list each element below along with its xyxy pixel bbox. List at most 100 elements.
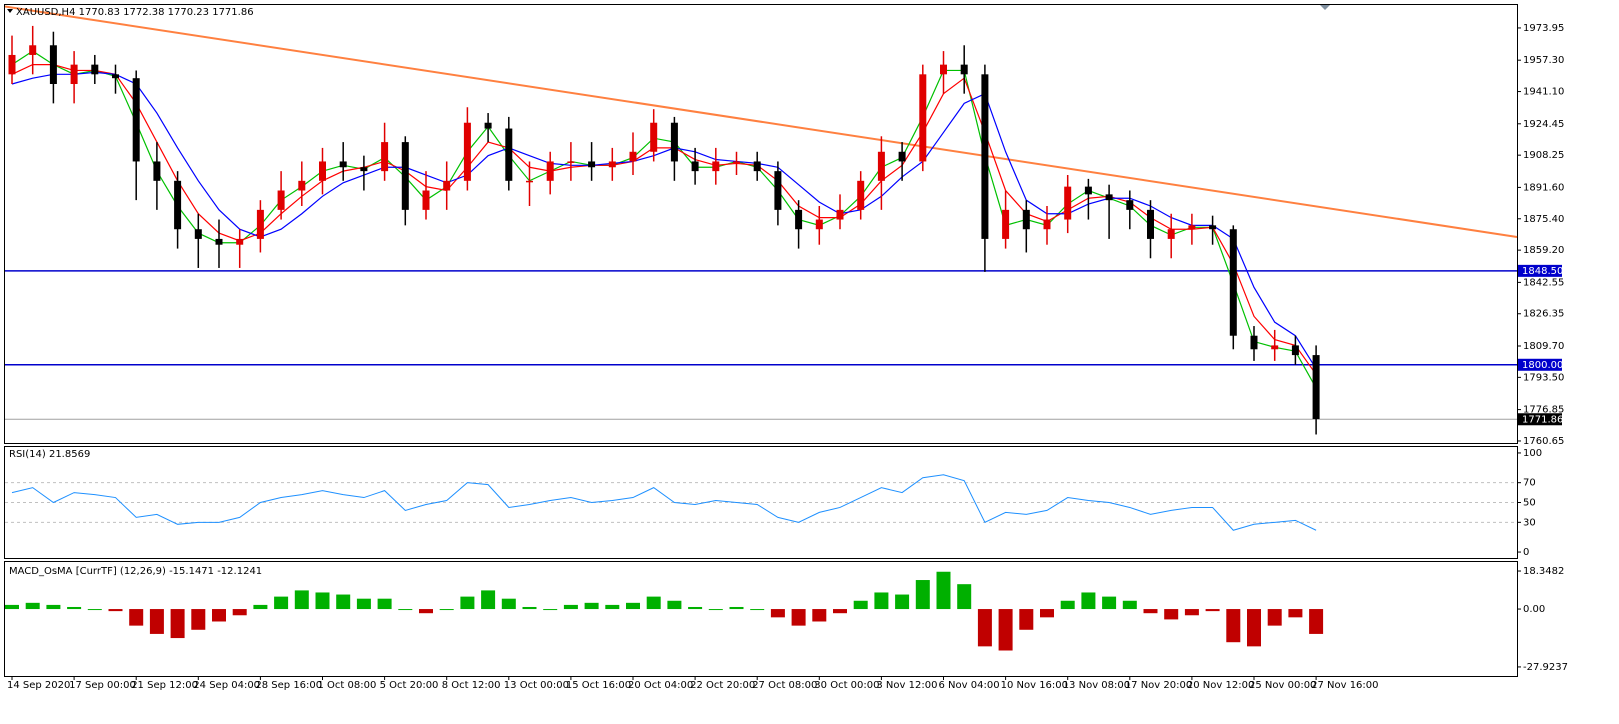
osma-bar <box>191 609 206 630</box>
candle-body <box>215 238 223 245</box>
osma-bar <box>481 590 496 610</box>
candle-body <box>29 45 37 55</box>
candle-body <box>1229 229 1237 336</box>
osma-bar <box>853 600 868 610</box>
osma-bar <box>1143 609 1158 614</box>
candle-body <box>567 161 575 163</box>
candle-body <box>505 128 513 181</box>
menu-arrow[interactable] <box>7 9 13 13</box>
candle-body <box>1022 209 1030 230</box>
osma-bar <box>5 604 19 610</box>
y-tick-label: 1973.95 <box>1523 23 1564 34</box>
osma-bar <box>998 609 1013 651</box>
candle-body <box>1271 345 1279 350</box>
candle-body <box>774 171 782 210</box>
osma-bar <box>46 604 61 610</box>
x-tick-label: 13 Nov 08:00 <box>1063 680 1130 691</box>
candle-body <box>877 151 885 181</box>
macd-pane <box>4 561 1518 677</box>
osma-bar <box>1019 609 1034 630</box>
y-tick-label: 100 <box>1523 448 1542 459</box>
candle-body <box>670 122 678 162</box>
candle-body <box>629 151 637 162</box>
osma-bar <box>1102 596 1117 610</box>
candle-body <box>753 161 761 172</box>
candle-body <box>360 167 368 172</box>
osma-bar <box>67 606 82 610</box>
osma-bar <box>439 609 454 611</box>
y-tick-label: 1776.85 <box>1523 405 1564 416</box>
candle-body <box>194 229 202 239</box>
osma-bar <box>1164 609 1179 620</box>
y-tick-label: 1809.70 <box>1523 341 1564 352</box>
osma-bar <box>1184 609 1199 616</box>
osma-bar <box>108 609 123 612</box>
x-tick-label: 25 Nov 00:00 <box>1249 680 1316 691</box>
osma-bar <box>274 596 289 610</box>
candle-body <box>463 122 471 181</box>
candle-body <box>70 64 78 85</box>
x-tick-label: 8 Oct 12:00 <box>442 680 501 691</box>
osma-bar <box>1205 609 1220 612</box>
candle-body <box>91 64 99 75</box>
candle-body <box>443 180 451 191</box>
candle-body <box>795 209 803 230</box>
macd-title: MACD_OsMA [CurrTF] (12,26,9) -15.1471 -1… <box>9 566 262 577</box>
candle-body <box>49 45 57 85</box>
osma-bar <box>419 609 433 614</box>
candle-body <box>381 142 389 172</box>
osma-bar <box>812 609 827 622</box>
level-label-box <box>1518 264 1562 277</box>
y-tick-label: 1891.60 <box>1523 182 1564 193</box>
candle-body <box>319 161 326 181</box>
candle-body <box>1084 186 1092 195</box>
osma-bar <box>770 609 785 618</box>
y-tick-label: 1760.65 <box>1523 436 1564 447</box>
y-tick-label: 1957.30 <box>1523 55 1564 66</box>
x-tick-label: 22 Oct 20:00 <box>690 680 755 691</box>
osma-bar <box>543 609 558 611</box>
x-tick-label: 6 Nov 04:00 <box>939 680 1000 691</box>
y-tick-label: 1793.50 <box>1523 372 1564 383</box>
candle-body <box>236 238 244 245</box>
candle-body <box>733 161 740 163</box>
shift-marker <box>1320 5 1330 10</box>
moving-average <box>11 71 1317 369</box>
osma-bar <box>377 598 392 610</box>
moving-average <box>11 50 1317 389</box>
candle-body <box>815 219 823 230</box>
price-pane <box>4 4 1518 444</box>
candle-body <box>277 190 285 210</box>
osma-bar <box>149 609 164 634</box>
candle-body <box>960 64 968 75</box>
osma-bar <box>336 594 351 610</box>
osma-bar <box>294 590 309 610</box>
osma-bar <box>750 609 765 611</box>
price-label-box <box>1518 413 1562 426</box>
osma-bar <box>563 604 578 610</box>
candle-body <box>546 161 554 181</box>
x-tick-label: 17 Sep 00:00 <box>69 680 136 691</box>
osma-bar <box>1081 592 1096 610</box>
x-tick-label: 17 Nov 20:00 <box>1125 680 1192 691</box>
osma-bar <box>1309 609 1324 634</box>
x-tick-label: 10 Nov 16:00 <box>1001 680 1068 691</box>
osma-bar <box>1247 609 1261 647</box>
candle-body <box>153 161 161 181</box>
trend-line <box>4 5 1518 238</box>
osma-bar <box>1288 609 1303 618</box>
candle-body <box>112 74 119 79</box>
candle-body <box>588 161 596 168</box>
candle-body <box>919 74 927 162</box>
osma-bar <box>522 606 537 610</box>
candle-body <box>1250 335 1258 350</box>
candle-body <box>981 74 989 239</box>
osma-bar <box>1040 609 1054 618</box>
candle-body <box>898 151 906 162</box>
osma-bar <box>1060 600 1075 610</box>
osma-bar <box>977 609 992 647</box>
y-tick-label: 18.3482 <box>1523 566 1564 577</box>
osma-bar <box>708 609 723 611</box>
